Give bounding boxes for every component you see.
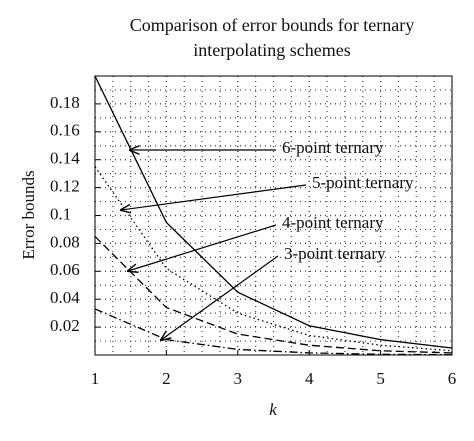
chart-title: Comparison of error bounds for ternary (130, 15, 414, 35)
legend-label: 6-point ternary (282, 138, 384, 157)
x-tick-label: 3 (234, 369, 243, 388)
y-tick-label: 0.06 (50, 260, 80, 279)
y-tick-label: 0.08 (50, 232, 80, 251)
series-line (94, 166, 453, 352)
legend-label: 5-point ternary (312, 173, 414, 192)
legend-arrow (161, 255, 279, 340)
y-tick-label: 0.14 (50, 149, 80, 168)
legend-arrow (121, 184, 307, 210)
x-tick-label: 6 (448, 369, 457, 388)
y-tick-label: 0.04 (50, 288, 80, 307)
y-tick-label: 0.02 (50, 316, 80, 335)
legend-label: 4-point ternary (282, 213, 384, 232)
plot-frame (94, 75, 453, 356)
x-tick-label: 1 (91, 369, 100, 388)
x-tick-label: 2 (162, 369, 171, 388)
x-tick-label: 5 (376, 369, 385, 388)
series-line (94, 308, 453, 356)
legend-arrow (128, 224, 277, 271)
y-tick-label: 0.18 (50, 93, 80, 112)
x-axis-label: k (269, 400, 277, 419)
series-line (94, 235, 453, 354)
x-tick-label: 4 (305, 369, 314, 388)
legend-label: 3-point ternary (284, 244, 386, 263)
y-tick-label: 0.1 (50, 204, 71, 223)
y-tick-label: 0.16 (50, 121, 80, 140)
y-axis-label: Error bounds (19, 170, 38, 259)
chart-title: interpolating schemes (193, 40, 350, 60)
y-tick-label: 0.12 (50, 177, 80, 196)
series-line (94, 75, 453, 349)
